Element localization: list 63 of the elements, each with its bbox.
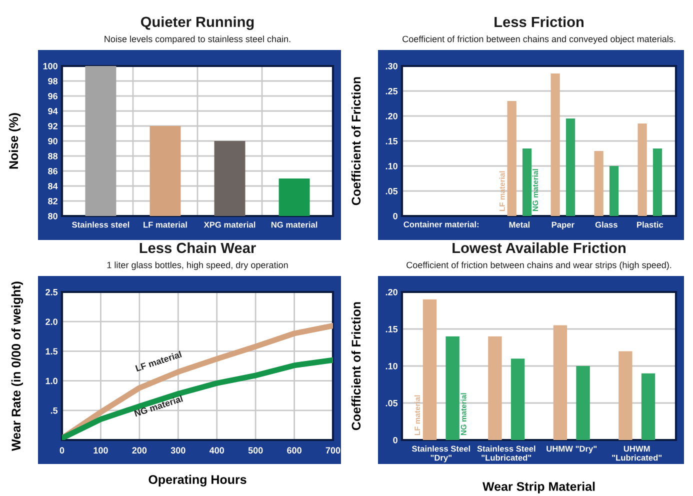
x-tick-label: Stainless Steel "Lubricated" xyxy=(477,446,536,461)
y-tick-label: 84 xyxy=(48,182,58,190)
y-tick-label: 82 xyxy=(48,198,58,204)
x-tick-label: LF material xyxy=(144,222,187,228)
x-tick-label: 400 xyxy=(209,447,224,454)
chart-title: Quieter Running xyxy=(140,16,254,30)
y-tick-label: .30 xyxy=(386,62,398,70)
x-axis-title: Wear Strip Material xyxy=(482,482,595,494)
y-tick-label: .25 xyxy=(386,88,398,94)
y-tick-label: 1.5 xyxy=(46,348,58,355)
y-tick-label: 86 xyxy=(48,168,58,174)
x-tick-label: 100 xyxy=(94,447,108,454)
y-tick-label: .15 xyxy=(386,138,398,144)
x-tick-label: 300 xyxy=(170,447,186,454)
y-tick-label: 2.0 xyxy=(46,318,58,325)
y-tick-label: 88 xyxy=(48,152,58,160)
y-axis-title: Noise (%) xyxy=(8,113,21,169)
y-axis-title: Coefficient of Friction xyxy=(351,77,361,206)
chart-subtitle: 1 liter glass bottles, high speed, dry operation xyxy=(107,262,288,270)
x-tick-label: XPG material xyxy=(204,222,256,228)
y-tick-label: .20 xyxy=(386,288,398,296)
x-tick-label: Glass xyxy=(595,222,618,228)
x-axis-title: Container material: xyxy=(404,221,479,228)
x-tick-label: 0 xyxy=(60,447,64,454)
y-tick-label: 0 xyxy=(393,436,398,444)
y-axis-title: Coefficient of Friction xyxy=(351,302,361,430)
y-tick-label: 98 xyxy=(48,78,58,84)
chart-subtitle: Coefficient of friction between chains and conveyed object materials. xyxy=(402,36,676,44)
chart-title: Less Chain Wear xyxy=(140,242,256,254)
y-tick-label: .10 xyxy=(386,162,398,170)
y-tick-label: 96 xyxy=(48,92,58,100)
y-tick-label: 100 xyxy=(43,62,58,70)
y-tick-label: 2.5 xyxy=(46,288,58,296)
x-tick-label: Stainless steel xyxy=(72,222,130,228)
x-tick-label: 700 xyxy=(326,447,340,454)
y-tick-label: .20 xyxy=(386,112,398,120)
x-tick-label: Plastic xyxy=(637,222,664,228)
y-tick-label: 0 xyxy=(393,212,398,220)
x-tick-label: NG material xyxy=(271,222,318,228)
y-axis-title: Wear Rate (in 0/00 of weight) xyxy=(11,282,24,451)
chart-subtitle: Coefficient of friction between chains and wear strips (high speed). xyxy=(406,262,672,270)
y-tick-label: .5 xyxy=(50,407,58,414)
y-tick-label: .05 xyxy=(386,400,398,406)
x-tick-label: 200 xyxy=(132,447,147,454)
y-tick-label: 94 xyxy=(48,108,58,114)
x-tick-label: 600 xyxy=(287,447,302,454)
y-tick-label: .05 xyxy=(386,188,398,194)
y-tick-label: 90 xyxy=(48,138,58,144)
x-tick-label: Metal xyxy=(509,222,530,228)
x-tick-label: Stainless Steel "Dry" xyxy=(412,446,470,462)
y-tick-label: .15 xyxy=(386,326,398,332)
y-tick-label: 80 xyxy=(48,212,58,220)
x-axis-title: Operating Hours xyxy=(148,474,246,487)
chart-subtitle: Noise levels compared to stainless steel chain. xyxy=(104,36,290,44)
x-tick-label: Paper xyxy=(552,222,574,230)
chart-title: Less Friction xyxy=(494,16,584,28)
x-tick-label: UHMW "Dry" xyxy=(546,446,597,454)
y-tick-label: .10 xyxy=(386,362,398,370)
x-tick-label: 500 xyxy=(248,447,263,454)
y-tick-label: 92 xyxy=(48,122,58,130)
y-tick-label: 1.0 xyxy=(46,378,58,384)
x-tick-label: UHWM "Lubricated" xyxy=(612,446,662,461)
chart-title: Lowest Available Friction xyxy=(452,242,626,254)
